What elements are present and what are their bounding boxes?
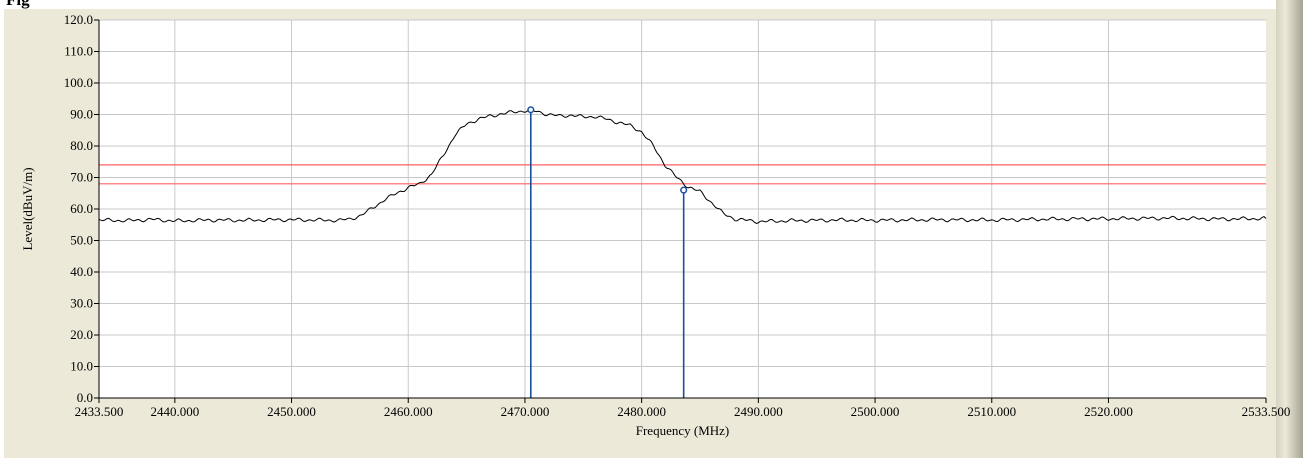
series-line [98, 108, 1267, 224]
markers [527, 106, 688, 398]
y-tick-label: 110.0 [64, 44, 93, 59]
x-tick-label: 2533.500 [1242, 404, 1291, 419]
grid [99, 19, 1266, 398]
y-tick-label: 70.0 [70, 170, 93, 185]
y-tick-label: 90.0 [70, 107, 93, 122]
series-layer [98, 108, 1267, 224]
marker-point [680, 186, 688, 194]
y-tick-label: 20.0 [70, 327, 93, 342]
x-tick-label: 2510.000 [967, 404, 1016, 419]
y-tick-label: 40.0 [70, 264, 93, 279]
x-tick-label: 2450.000 [267, 404, 316, 419]
y-tick-label: 80.0 [70, 138, 93, 153]
y-tick-label: 10.0 [70, 359, 93, 374]
x-tick-label: 2433.500 [75, 404, 124, 419]
x-tick-label: 2440.000 [150, 404, 199, 419]
y-tick-label: 0.0 [77, 390, 93, 405]
y-tick-label: 30.0 [70, 296, 93, 311]
axes: 0.0 10.0 20.0 30.0 40.0 50.0 60.0 70.0 80.0 90.0 1… [64, 12, 1291, 419]
x-tick-label: 2520.000 [1084, 404, 1133, 419]
x-tick-label: 2470.000 [501, 404, 550, 419]
limit-lines [99, 164, 1266, 185]
y-tick-label: 100.0 [64, 75, 93, 90]
y-tick-label: 50.0 [70, 233, 93, 248]
x-axis-label: Frequency (MHz) [636, 423, 730, 438]
y-axis-label: Level(dBuV/m) [20, 167, 35, 250]
x-tick-label: 2490.000 [734, 404, 783, 419]
marker-point [527, 106, 535, 114]
x-tick-label: 2480.000 [617, 404, 666, 419]
figure-caption: Fig [6, 0, 1298, 9]
x-tick-label: 2460.000 [384, 404, 433, 419]
y-tick-label: 60.0 [70, 201, 93, 216]
y-tick-label: 120.0 [64, 12, 93, 27]
x-tick-label: 2500.000 [851, 404, 900, 419]
window-edge [1276, 0, 1303, 458]
